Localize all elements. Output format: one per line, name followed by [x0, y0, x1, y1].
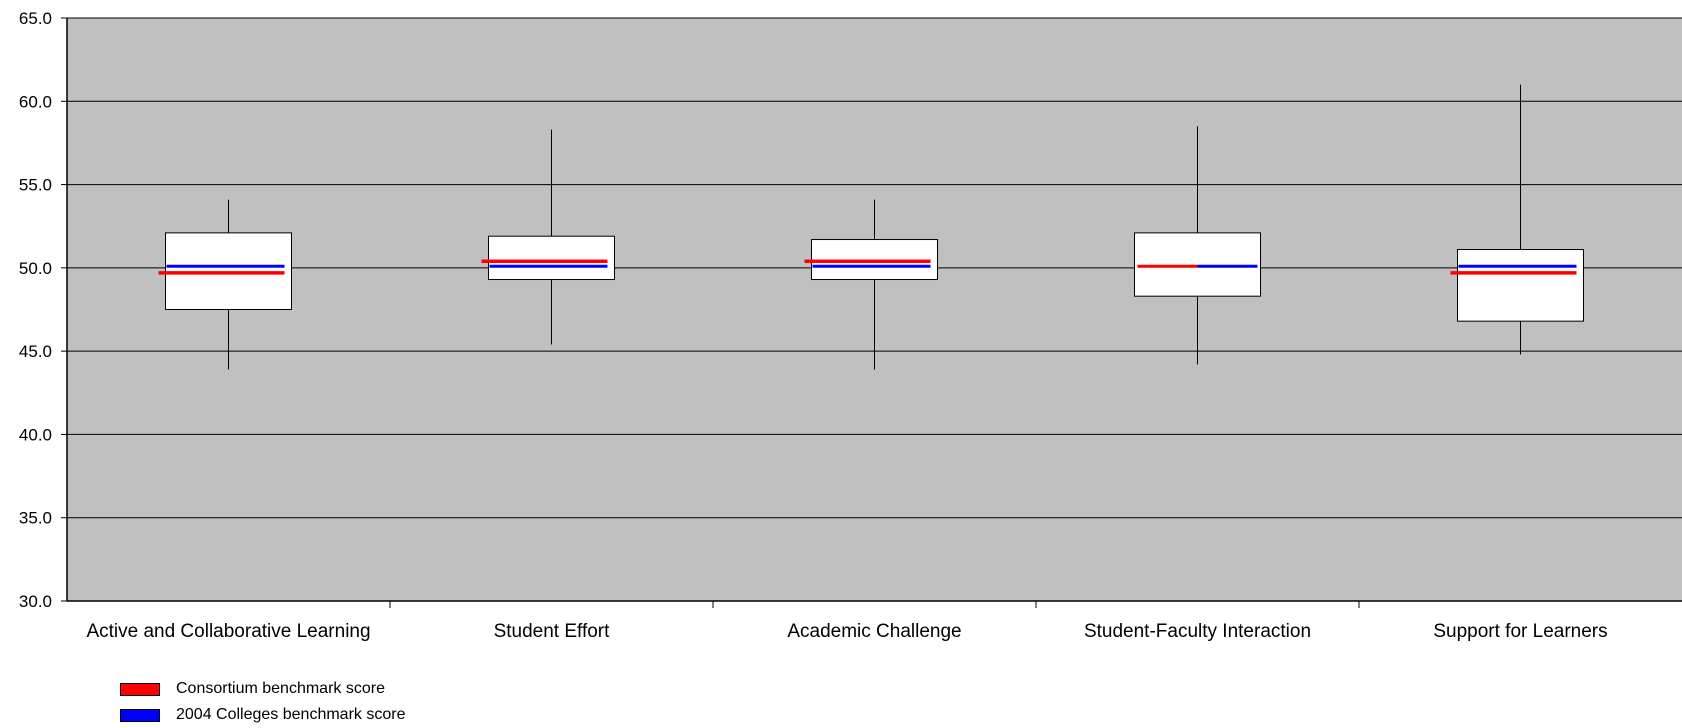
y-tick-label: 40.0 — [19, 425, 52, 444]
x-tick-label: Support for Learners — [1433, 621, 1607, 642]
x-tick-label: Student-Faculty Interaction — [1084, 621, 1311, 642]
box-2 — [481, 129, 615, 345]
x-axis: Active and Collaborative Learning Student… — [67, 600, 1682, 642]
x-tick-label: Active and Collaborative Learning — [86, 621, 370, 642]
y-tick-label: 50.0 — [19, 259, 52, 278]
box-5 — [1450, 84, 1584, 355]
y-tick-label: 55.0 — [19, 176, 52, 195]
y-tick-label: 35.0 — [19, 509, 52, 528]
y-axis: 30.0 35.0 40.0 45.0 50.0 55.0 60.0 65.0 — [19, 9, 68, 611]
y-tick-label: 30.0 — [19, 592, 52, 611]
x-tick-label: Academic Challenge — [787, 621, 961, 642]
legend-swatch-consortium — [120, 682, 160, 696]
legend: Consortium benchmark score 2004 Colleges… — [120, 676, 405, 728]
legend-item-2004-colleges: 2004 Colleges benchmark score — [120, 702, 405, 728]
box-body — [1134, 232, 1261, 297]
y-tick-label: 45.0 — [19, 342, 52, 361]
box-3 — [804, 199, 938, 370]
box-1 — [158, 199, 292, 370]
boxes — [158, 84, 1584, 370]
legend-swatch-2004-colleges — [120, 708, 160, 722]
legend-item-consortium: Consortium benchmark score — [120, 676, 405, 702]
box-4 — [1134, 126, 1261, 365]
box-body — [1457, 249, 1584, 322]
y-tick-label: 65.0 — [19, 9, 52, 28]
legend-label-consortium: Consortium benchmark score — [176, 680, 385, 697]
x-tick-label: Student Effort — [494, 621, 611, 642]
box-body — [488, 235, 615, 281]
y-tick-label: 60.0 — [19, 92, 52, 111]
legend-label-2004-colleges: 2004 Colleges benchmark score — [176, 706, 406, 723]
